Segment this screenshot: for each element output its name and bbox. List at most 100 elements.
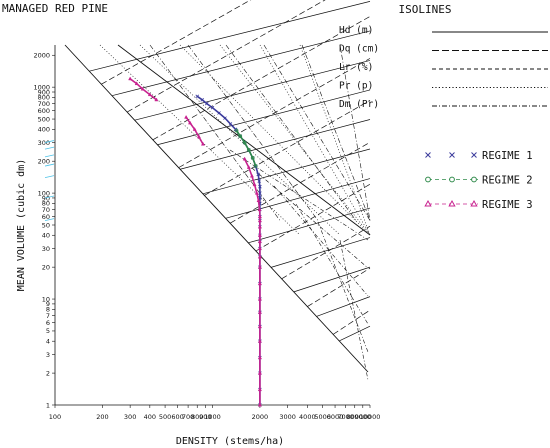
data-point	[257, 309, 262, 314]
legend-marker	[471, 152, 477, 158]
legend-marker	[471, 176, 477, 183]
data-point	[196, 134, 201, 139]
legend-marker	[470, 199, 478, 207]
y-tick-label: 40	[42, 232, 50, 240]
isoline-dq	[255, 183, 371, 252]
x-tick-label: 10000	[360, 413, 381, 421]
y-tick-label: 10	[42, 295, 50, 303]
isoline-dq	[178, 58, 371, 168]
x-tick-label: 900	[199, 413, 211, 421]
data-point	[257, 207, 262, 211]
y-tick-label: 2	[46, 369, 50, 377]
y-tick-label: 30	[42, 245, 50, 253]
axis-overlay-mark	[44, 175, 55, 179]
isoline-dm	[263, 44, 371, 221]
isoline-dm	[187, 44, 319, 221]
y-tick-label: 500	[38, 115, 50, 123]
data-point	[257, 224, 262, 229]
data-point	[234, 128, 239, 133]
data-point	[257, 214, 262, 219]
data-point	[195, 94, 200, 99]
x-tick-label: 400	[144, 413, 156, 421]
x-tick-label: 600	[171, 413, 183, 421]
isoline-lr	[251, 167, 369, 269]
data-point	[257, 355, 262, 360]
data-point	[253, 164, 258, 168]
y-tick-label: 1	[46, 401, 50, 409]
data-point	[200, 141, 205, 146]
isoline-lr	[229, 149, 369, 241]
y-tick-label: 80	[42, 200, 50, 208]
isoline-dq	[126, 0, 326, 113]
x-tick-label: 7000	[337, 413, 354, 421]
data-point	[257, 324, 262, 329]
data-point	[200, 98, 204, 102]
isoline-hd	[339, 325, 371, 342]
data-point	[257, 232, 262, 237]
data-point	[257, 296, 262, 301]
data-point	[242, 156, 247, 161]
isoline-pr	[219, 44, 371, 236]
isoline-pr	[299, 44, 371, 236]
axis-overlay-mark	[44, 154, 55, 158]
y-axis-label: MEAN VOLUME (cubic dm)	[16, 159, 27, 291]
series-line-regime-3	[243, 158, 261, 405]
data-point	[184, 114, 189, 119]
y-tick-label: 20	[42, 263, 50, 271]
data-point	[254, 190, 259, 195]
data-point	[257, 387, 262, 391]
y-tick-label: 6	[46, 319, 50, 327]
isoline-dm	[301, 44, 371, 221]
data-point	[140, 86, 145, 91]
y-tick-label: 8	[46, 306, 50, 314]
isoline-hd	[248, 207, 371, 244]
isoline-dq	[152, 16, 371, 141]
data-point	[257, 264, 262, 269]
y-tick-label: 400	[38, 126, 50, 134]
data-point	[257, 281, 262, 286]
legend-isoline-label: Dq (cm)	[339, 44, 379, 55]
data-point	[246, 148, 251, 152]
data-point	[257, 370, 262, 375]
data-point	[192, 126, 197, 131]
data-point	[205, 101, 209, 106]
isoline-hd	[134, 60, 371, 121]
isoline-dq	[281, 225, 371, 280]
x-axis-label: DENSITY (stems/ha)	[176, 436, 284, 447]
legend-marker	[449, 176, 455, 183]
legend-title: ISOLINES	[399, 3, 452, 16]
data-point	[246, 165, 251, 169]
y-tick-label: 1000	[33, 83, 50, 91]
x-tick-label: 2000	[252, 413, 269, 421]
y-tick-label: 7	[46, 312, 50, 320]
axis-overlay-mark	[44, 140, 55, 143]
legend-regime-label: REGIME 2	[482, 175, 533, 187]
data-point	[257, 239, 262, 243]
y-tick-label: 5	[46, 327, 50, 335]
isoline-hd	[316, 296, 371, 317]
y-tick-label: 900	[38, 88, 50, 96]
isoline-pr	[99, 44, 301, 236]
legend-marker	[448, 199, 456, 207]
legend-isoline-label: Dm (Pr)	[339, 99, 379, 110]
data-point	[257, 246, 262, 250]
isoline-hd	[89, 1, 371, 72]
isoline-hd	[157, 89, 371, 146]
data-point	[252, 182, 257, 187]
data-point	[228, 122, 233, 126]
x-tick-label: 100	[49, 413, 61, 421]
data-point	[154, 97, 159, 102]
x-tick-label: 5000	[314, 413, 331, 421]
isoline-pr	[179, 44, 371, 236]
y-tick-label: 50	[42, 221, 50, 229]
legend-isoline-label: Lr (%)	[339, 62, 373, 73]
x-tick-label: 9000	[355, 413, 372, 421]
x-tick-label: 500	[159, 413, 171, 421]
isoline-dq	[204, 100, 371, 196]
isoline-network	[64, 0, 371, 381]
y-tick-label: 70	[42, 206, 50, 214]
axis-overlay-mark	[44, 218, 55, 222]
data-point	[258, 191, 262, 195]
isoline-dm	[225, 44, 357, 221]
